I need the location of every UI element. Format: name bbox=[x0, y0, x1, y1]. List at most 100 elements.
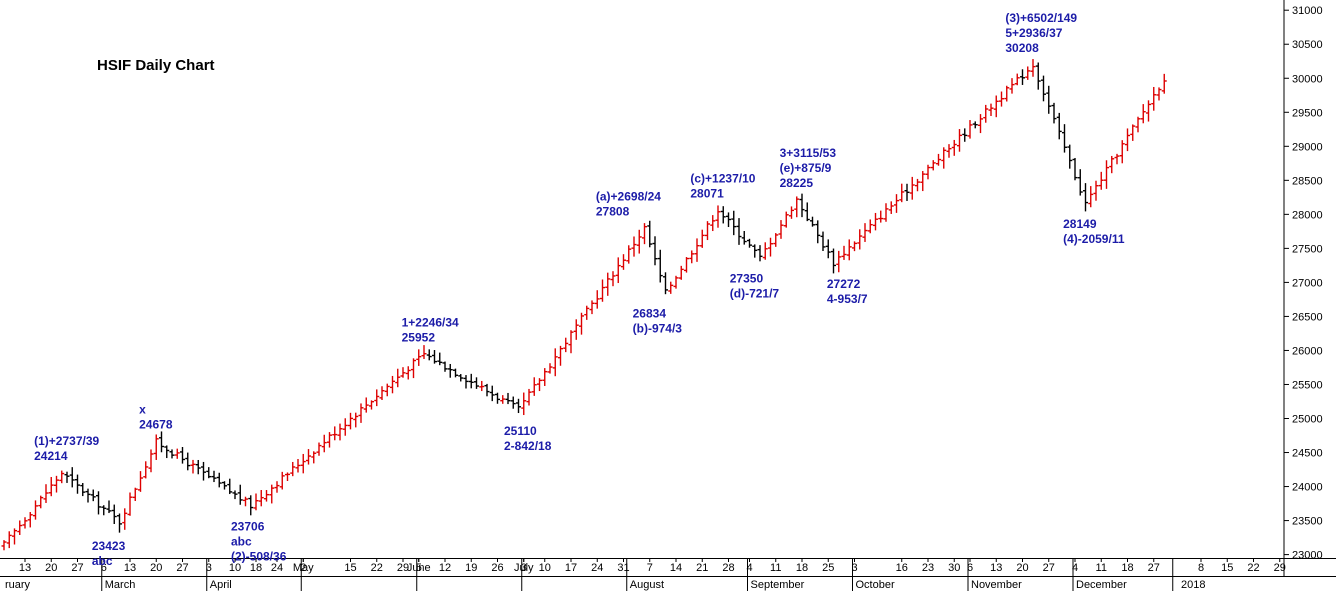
ohlc-bar bbox=[342, 418, 348, 436]
y-tick-label: 26000 bbox=[1292, 345, 1323, 357]
ohlc-bar bbox=[75, 474, 80, 494]
ohlc-bar bbox=[878, 210, 884, 223]
ohlc-bar bbox=[432, 350, 437, 364]
ohlc-bar bbox=[1062, 124, 1067, 153]
annotation-label: 1+2246/34 25952 bbox=[402, 316, 459, 345]
x-tick-label: 12 bbox=[439, 562, 451, 574]
ohlc-bar bbox=[122, 508, 128, 530]
ohlc-bar bbox=[442, 361, 448, 372]
ohlc-bar bbox=[411, 358, 416, 379]
annotation-line: 25110 bbox=[504, 424, 537, 438]
ohlc-bar bbox=[1014, 73, 1020, 86]
x-month-label: November bbox=[971, 579, 1022, 591]
ohlc-bar bbox=[946, 144, 952, 158]
ohlc-bar bbox=[80, 483, 86, 497]
ohlc-bar bbox=[232, 490, 238, 500]
x-tick-label: 15 bbox=[1221, 562, 1233, 574]
ohlc-bar bbox=[610, 271, 616, 287]
annotation-label: 23423 abc bbox=[92, 539, 126, 568]
annotation-line: 24214 bbox=[34, 449, 68, 463]
ohlc-bar bbox=[642, 223, 647, 245]
ohlc-bar bbox=[453, 368, 458, 378]
ohlc-bar bbox=[227, 478, 233, 495]
ohlc-bar bbox=[720, 206, 726, 224]
ohlc-bar bbox=[384, 383, 390, 397]
x-tick-label: 27 bbox=[1043, 562, 1055, 574]
ohlc-bar bbox=[705, 221, 710, 241]
x-tick-label: 26 bbox=[491, 562, 503, 574]
ohlc-bar bbox=[332, 426, 338, 441]
ohlc-bar bbox=[657, 249, 663, 283]
ohlc-bar bbox=[243, 496, 248, 507]
x-tick-label: 3 bbox=[206, 562, 212, 574]
ohlc-bar bbox=[1146, 100, 1151, 122]
x-tick-label: 18 bbox=[1121, 562, 1133, 574]
x-tick-label: 25 bbox=[822, 562, 834, 574]
ohlc-bar bbox=[1114, 153, 1120, 165]
x-tick-label: 6 bbox=[101, 562, 107, 574]
annotation-label: 26834 (b)-974/3 bbox=[633, 307, 683, 336]
ohlc-bar bbox=[768, 237, 773, 257]
ohlc-bar bbox=[920, 171, 926, 192]
ohlc-bar bbox=[542, 368, 548, 386]
ohlc-bar bbox=[458, 374, 464, 382]
chart-title: HSIF Daily Chart bbox=[97, 57, 215, 74]
ohlc-bar bbox=[327, 432, 332, 448]
ohlc-bar bbox=[1025, 66, 1031, 80]
x-tick-label: 5 bbox=[416, 562, 422, 574]
ohlc-bar bbox=[804, 202, 810, 222]
ohlc-bar bbox=[405, 366, 411, 380]
ohlc-bar bbox=[699, 229, 705, 248]
x-tick-label: 8 bbox=[1198, 562, 1204, 574]
ohlc-bar bbox=[180, 447, 185, 464]
ohlc-bar bbox=[164, 445, 170, 459]
x-tick-label: 18 bbox=[250, 562, 262, 574]
ohlc-bar bbox=[789, 206, 794, 219]
ohlc-bar bbox=[1161, 73, 1167, 94]
ohlc-bar bbox=[521, 392, 527, 416]
ohlc-bar bbox=[1119, 140, 1125, 164]
y-tick-label: 24000 bbox=[1292, 482, 1323, 494]
annotation-label: 27350 (d)-721/7 bbox=[730, 272, 780, 301]
ohlc-bar bbox=[348, 412, 353, 430]
ohlc-bar bbox=[1140, 104, 1146, 124]
ohlc-bar bbox=[85, 488, 91, 503]
ohlc-bar bbox=[17, 520, 23, 535]
ohlc-bar bbox=[248, 495, 254, 516]
ohlc-bar bbox=[993, 95, 999, 118]
x-tick-label: 22 bbox=[371, 562, 383, 574]
y-tick-label: 30500 bbox=[1292, 39, 1323, 51]
ohlc-bar bbox=[1135, 116, 1141, 133]
y-tick-label: 28500 bbox=[1292, 175, 1323, 187]
ohlc-bar bbox=[1030, 59, 1036, 77]
ohlc-bar bbox=[311, 451, 317, 464]
ohlc-bar bbox=[668, 281, 674, 294]
ohlc-bar bbox=[726, 212, 731, 228]
ohlc-bar bbox=[1035, 62, 1041, 90]
ohlc-bar bbox=[43, 484, 49, 503]
x-month-label: August bbox=[630, 579, 664, 591]
ohlc-bar bbox=[783, 211, 789, 228]
ohlc-bar bbox=[615, 257, 621, 284]
ohlc-bar bbox=[794, 196, 800, 218]
ohlc-bar bbox=[815, 220, 821, 244]
ohlc-bar bbox=[300, 453, 306, 474]
x-tick-label: 21 bbox=[696, 562, 708, 574]
ohlc-bar bbox=[264, 490, 269, 502]
ohlc-bar bbox=[736, 218, 742, 245]
ohlc-bar bbox=[38, 495, 44, 509]
ohlc-bar bbox=[558, 345, 563, 366]
y-tick-label: 26500 bbox=[1292, 311, 1323, 323]
ohlc-bar bbox=[1151, 86, 1157, 111]
ohlc-bar bbox=[547, 363, 553, 374]
x-tick-label: 11 bbox=[770, 562, 781, 574]
ohlc-bar bbox=[909, 176, 915, 200]
ohlc-bar bbox=[258, 489, 264, 507]
x-tick-label: 29 bbox=[1274, 562, 1286, 574]
annotation-line: 28071 bbox=[690, 187, 724, 201]
ohlc-bar bbox=[59, 470, 65, 484]
ohlc-bar bbox=[894, 194, 899, 213]
